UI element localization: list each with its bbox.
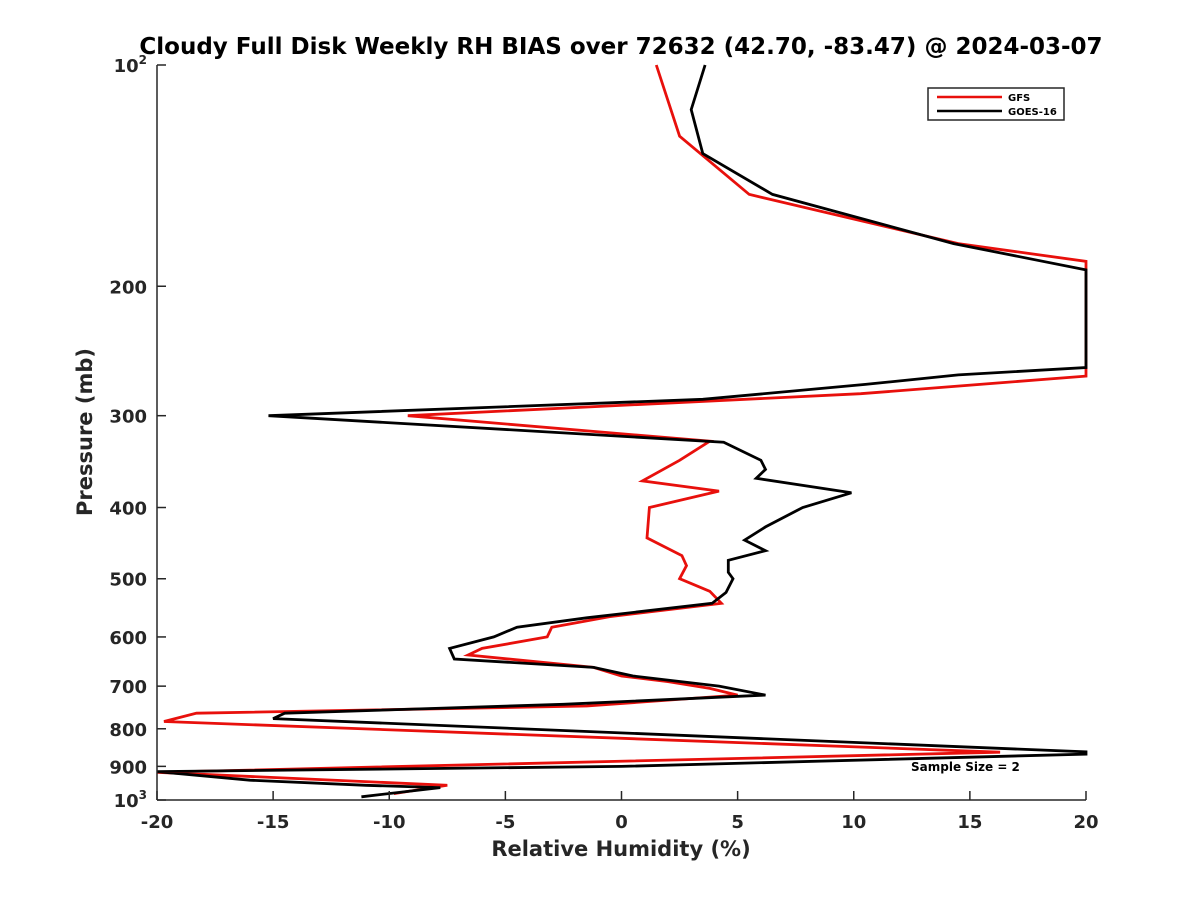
y-tick-label: 500: [109, 570, 147, 591]
x-tick-label: -20: [141, 812, 174, 833]
series-layer: [156, 64, 1088, 799]
legend: GFS GOES-16: [927, 87, 1065, 121]
x-tick-label: -5: [495, 812, 515, 833]
x-axis-label: Relative Humidity (%): [491, 837, 750, 861]
y-tick-label: 300: [109, 407, 147, 428]
legend-label-gfs: GFS: [1008, 93, 1030, 104]
y-tick-label: 900: [109, 757, 147, 778]
x-tick-label: 5: [731, 812, 744, 833]
y-tick-label: 200: [109, 277, 147, 298]
y-tick-label: 103: [114, 788, 147, 812]
series-line-gfs: [156, 64, 1088, 795]
x-tick-label: 20: [1073, 812, 1098, 833]
y-tick-label: 400: [109, 499, 147, 520]
x-tick-label: -10: [373, 812, 406, 833]
x-tick-label: 0: [615, 812, 628, 833]
y-tick-label: 600: [109, 628, 147, 649]
sample-size-annotation: Sample Size = 2: [911, 760, 1020, 774]
x-ticks: -20 -15 -10 -5 0 5 10 15 20: [141, 791, 1099, 833]
legend-label-goes16: GOES-16: [1008, 107, 1057, 118]
x-tick-label: 10: [841, 812, 866, 833]
y-tick-label: 800: [109, 720, 147, 741]
x-tick-label: -15: [257, 812, 290, 833]
y-axis-label: Pressure (mb): [73, 348, 97, 516]
series-line-goes16: [156, 64, 1088, 799]
y-tick-label: 700: [109, 677, 147, 698]
legend-box: [927, 87, 1065, 121]
y-tick-label: 102: [114, 53, 147, 77]
x-tick-label: 15: [957, 812, 982, 833]
y-ticks: 102 200 300 400 500 600 700 800 900 103: [109, 53, 166, 812]
chart-title: Cloudy Full Disk Weekly RH BIAS over 726…: [139, 34, 1102, 60]
